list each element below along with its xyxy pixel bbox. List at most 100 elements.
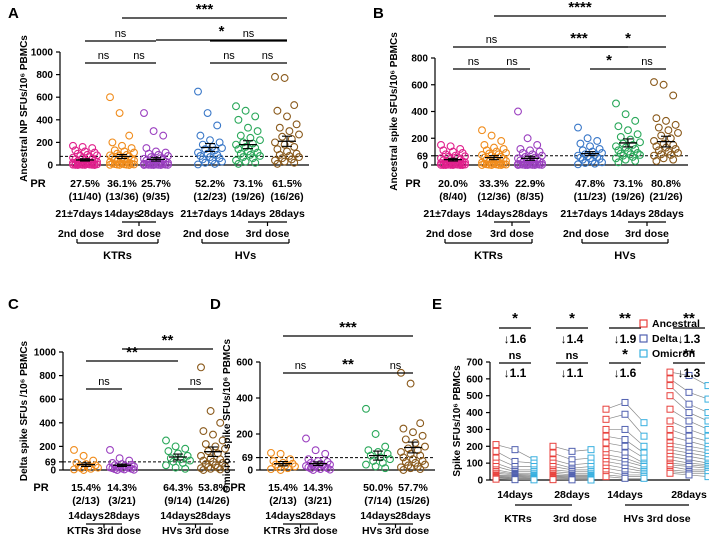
dose-label: KTRs 3rd dose — [67, 525, 141, 537]
data-point — [685, 425, 693, 433]
data-point — [636, 138, 644, 147]
y-tick-label: 69 — [45, 457, 57, 468]
data-point — [86, 464, 95, 473]
data-point — [106, 160, 114, 169]
fold-change-value: ↓1.6 — [504, 332, 527, 346]
data-point — [492, 147, 501, 156]
data-point — [666, 151, 675, 159]
data-point — [449, 147, 457, 156]
data-point — [413, 462, 422, 471]
data-point — [194, 160, 202, 169]
data-point — [399, 466, 408, 474]
data-point — [275, 123, 284, 132]
data-point — [283, 464, 292, 473]
group-label: HVs — [614, 250, 635, 262]
data-point — [371, 430, 380, 438]
y-tick-label: 69 — [242, 453, 254, 464]
data-point — [416, 465, 425, 474]
time-label: 28days — [195, 510, 231, 522]
data-point — [511, 446, 519, 454]
y-axis-label: Omicron spike SFUs/10⁶ PBMCs — [222, 339, 233, 494]
data-point — [162, 436, 170, 445]
data-point — [640, 419, 648, 427]
pr-fraction: (7/14) — [364, 495, 391, 507]
data-point — [421, 460, 429, 469]
time-label: 14days — [104, 208, 140, 220]
data-point — [248, 139, 257, 148]
data-point — [171, 463, 180, 472]
significance-label: * — [606, 52, 612, 69]
data-point — [162, 461, 170, 470]
data-point — [492, 441, 500, 449]
y-tick-label: 700 — [466, 358, 483, 369]
y-tick-label: 200 — [411, 134, 428, 145]
pr-percent: 27.5% — [70, 178, 100, 190]
data-point — [588, 157, 597, 165]
fold-change-value: ↓1.4 — [561, 332, 584, 346]
significance-label: *** — [570, 30, 588, 47]
data-point — [671, 145, 680, 153]
significance-label: ns — [506, 56, 518, 68]
data-point — [290, 101, 299, 110]
data-point — [640, 432, 648, 440]
data-point — [399, 453, 408, 462]
pr-fraction: (8/40) — [439, 191, 466, 203]
significance-label: ns — [190, 376, 202, 388]
data-point — [593, 136, 602, 145]
data-point — [576, 139, 585, 148]
y-tick-label: 69 — [417, 151, 429, 162]
data-point — [216, 465, 225, 474]
pr-percent: 22.9% — [515, 178, 545, 190]
data-point — [666, 425, 674, 433]
pr-percent: 14.3% — [303, 482, 333, 494]
data-point — [290, 158, 299, 167]
pr-percent: 25.7% — [141, 178, 171, 190]
data-point — [650, 78, 658, 87]
data-point — [211, 442, 220, 451]
data-point — [241, 157, 250, 166]
data-point — [283, 112, 291, 121]
data-point — [251, 112, 260, 121]
data-point — [621, 143, 630, 152]
data-point — [523, 134, 532, 143]
data-point — [171, 442, 180, 451]
fold-change-value: ↓1.1 — [561, 366, 584, 380]
data-point — [497, 161, 506, 169]
data-point — [662, 116, 670, 125]
data-point — [669, 155, 678, 164]
y-tick-label: 400 — [36, 115, 53, 126]
data-point — [568, 447, 576, 455]
data-point — [199, 466, 208, 474]
data-point — [130, 465, 138, 474]
data-point — [194, 87, 202, 96]
dose-label: 3rd dose — [117, 228, 161, 240]
data-point — [631, 116, 640, 125]
pr-fraction: (9/14) — [164, 495, 191, 507]
data-point — [291, 462, 299, 471]
data-point — [621, 442, 629, 450]
data-point — [283, 147, 291, 156]
fold-significance: ** — [683, 310, 695, 327]
data-point — [401, 435, 410, 444]
dose-label: HVs 3rd dose — [162, 525, 229, 537]
data-point — [685, 471, 693, 479]
data-point — [236, 131, 245, 140]
data-point — [657, 150, 666, 159]
y-tick-label: 600 — [411, 80, 428, 91]
data-point — [616, 132, 625, 141]
data-point — [295, 130, 303, 139]
data-point — [232, 102, 240, 111]
time-label: 14days — [68, 510, 104, 522]
data-point — [278, 132, 287, 141]
data-point — [674, 128, 682, 137]
significance-label: ns — [295, 360, 307, 372]
pr-fraction: (3/21) — [108, 495, 135, 507]
data-point — [271, 72, 279, 81]
pr-fraction: (13/36) — [105, 191, 138, 203]
data-point — [704, 417, 709, 425]
y-axis-label: Ancestral spike SFUs/10⁶ PBMCs — [389, 32, 400, 191]
y-tick-label: 200 — [466, 442, 483, 453]
group-label: KTRs — [474, 250, 503, 262]
data-point — [90, 161, 99, 169]
data-point — [197, 451, 205, 460]
